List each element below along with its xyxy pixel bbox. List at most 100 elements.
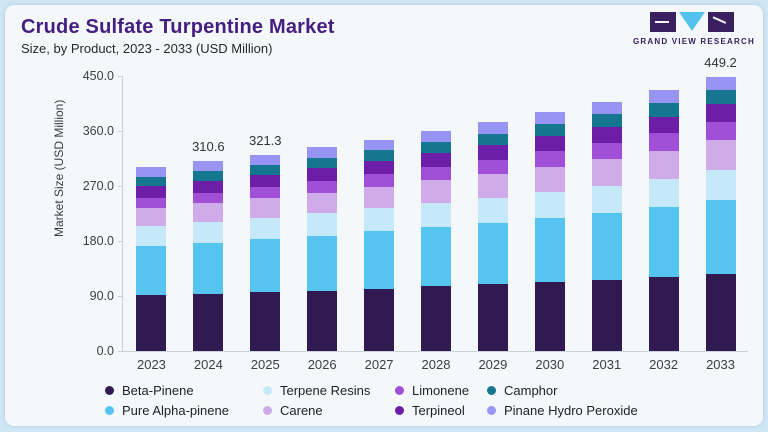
bar-segment-pure-alpha-pinene-2029	[477, 222, 508, 285]
x-tick-label-2027: 2027	[364, 357, 394, 372]
bar-segment-camphor-2027	[364, 150, 395, 161]
chart-legend: Beta-Pinene Pure Alpha-pinene Terpene Resi…	[105, 383, 657, 418]
bar-segment-carene-2026	[307, 192, 338, 214]
bar-segment-camphor-2023	[136, 176, 167, 187]
y-axis-tick: 360.0	[83, 124, 123, 138]
x-tick-label-2031: 2031	[592, 357, 622, 372]
y-axis-tick: 270.0	[83, 179, 123, 193]
bar-segment-beta-pinene-2028	[421, 286, 451, 351]
plot-area: 450.0 360.0 270.0 180.0 90.0 0.0 2023 2024 310.6…	[83, 55, 748, 372]
y-tick-label: 270.0	[82, 179, 114, 193]
bar-segment-terpineol-2029	[477, 145, 508, 160]
bar-segment-beta-pinene-2026	[307, 290, 338, 351]
bar-segment-carene-2024	[193, 203, 224, 222]
legend-label: Pure Alpha-pinene	[122, 403, 229, 418]
logo-triangle-icon	[679, 12, 705, 31]
bar-segment-terpineol-2027	[364, 160, 395, 175]
brand-logo-icon	[633, 12, 751, 34]
bar-segment-beta-pinene-2023	[136, 295, 167, 351]
legend-swatch-icon	[263, 406, 272, 415]
legend-item-carene: Carene	[263, 403, 395, 418]
bar-segment-camphor-2031	[591, 114, 622, 127]
legend-label: Limonene	[412, 383, 470, 398]
legend-item-beta-pinene: Beta-Pinene	[105, 383, 263, 398]
bar-segment-terpineol-2023	[136, 186, 167, 198]
bar-segment-terpene-resins-2025	[250, 217, 281, 240]
bar-segment-camphor-2030	[534, 124, 565, 137]
legend-column: Camphor Pinane Hydro Peroxide	[487, 383, 657, 418]
bar-segment-pinane-hydro-peroxide-2033	[705, 76, 736, 91]
bar-segment-limonene-2031	[591, 142, 622, 159]
legend-column: Limonene Terpineol	[395, 383, 487, 418]
x-tick-label-2024: 2024	[193, 357, 223, 372]
legend-label: Camphor	[504, 383, 558, 398]
legend-swatch-icon	[487, 406, 496, 415]
bar-segment-terpene-resins-2031	[591, 185, 622, 213]
bar-segment-pure-alpha-pinene-2023	[136, 245, 167, 296]
bar-segment-limonene-2026	[307, 180, 338, 193]
bar-segment-limonene-2028	[421, 167, 451, 181]
bar-segment-beta-pinene-2024	[193, 293, 224, 351]
legend-item-terpene-resins: Terpene Resins	[263, 383, 395, 398]
bar-segment-pinane-hydro-peroxide-2028	[421, 131, 451, 143]
y-tick-label: 180.0	[82, 234, 114, 248]
logo-left-block	[650, 12, 676, 32]
y-axis-tick: 450.0	[83, 69, 123, 83]
bar-segment-terpineol-2025	[250, 174, 281, 188]
bar-segment-pinane-hydro-peroxide-2023	[136, 167, 167, 177]
legend-item-limonene: Limonene	[395, 383, 487, 398]
y-axis-tick: 180.0	[83, 234, 123, 248]
bar-segment-pure-alpha-pinene-2026	[307, 235, 338, 291]
page-title: Crude Sulfate Turpentine Market	[21, 16, 335, 38]
x-tick-label-2023: 2023	[136, 357, 166, 372]
y-tick-label: 90.0	[89, 289, 114, 303]
bar-segment-terpene-resins-2028	[421, 203, 451, 228]
bar-segment-terpene-resins-2026	[307, 213, 338, 236]
legend-label: Terpene Resins	[280, 383, 371, 398]
legend-item-pure-alpha-pinene: Pure Alpha-pinene	[105, 403, 263, 418]
bar-segment-pinane-hydro-peroxide-2026	[307, 147, 338, 158]
bar-segment-pinane-hydro-peroxide-2032	[648, 89, 679, 104]
bar-segment-camphor-2028	[421, 142, 451, 154]
x-tick-label-2029: 2029	[478, 357, 508, 372]
bar-segment-terpineol-2031	[591, 126, 622, 143]
bar-segment-terpineol-2026	[307, 168, 338, 181]
bar-segment-terpineol-2024	[193, 180, 224, 193]
y-axis-tick: 0.0	[97, 344, 123, 358]
bar-segment-pure-alpha-pinene-2030	[534, 217, 565, 282]
bar-segment-limonene-2027	[364, 174, 395, 187]
legend-label: Beta-Pinene	[122, 383, 194, 398]
bar-segment-terpineol-2028	[421, 153, 451, 168]
bar-segment-limonene-2023	[136, 197, 167, 208]
legend-column: Terpene Resins Carene	[263, 383, 395, 418]
x-tick-label-2030: 2030	[535, 357, 565, 372]
bar-segment-pure-alpha-pinene-2031	[591, 212, 622, 280]
bar-segment-pinane-hydro-peroxide-2031	[591, 101, 622, 115]
x-tick-label-2028: 2028	[421, 357, 451, 372]
bar-segment-carene-2023	[136, 207, 167, 226]
bar-segment-limonene-2024	[193, 192, 224, 204]
legend-column: Beta-Pinene Pure Alpha-pinene	[105, 383, 263, 418]
bar-segment-terpene-resins-2032	[648, 178, 679, 208]
bar-segment-camphor-2032	[648, 103, 679, 117]
legend-swatch-icon	[395, 406, 404, 415]
legend-item-terpineol: Terpineol	[395, 403, 487, 418]
bar-segment-carene-2032	[648, 150, 679, 179]
bar-segment-limonene-2030	[534, 151, 565, 167]
x-tick-label-2033: 2033	[706, 357, 735, 372]
bar-total-label-2033: 449.2	[704, 54, 737, 70]
bar-segment-pure-alpha-pinene-2028	[421, 227, 451, 287]
bar-segment-pinane-hydro-peroxide-2024	[193, 161, 224, 171]
y-axis-tick: 90.0	[90, 289, 123, 303]
bar-segment-carene-2029	[477, 173, 508, 198]
x-tick-label-2025: 2025	[250, 357, 280, 372]
bar-segment-limonene-2029	[477, 159, 508, 174]
bar-segment-pinane-hydro-peroxide-2027	[364, 139, 395, 151]
legend-item-camphor: Camphor	[487, 383, 657, 398]
bar-segment-beta-pinene-2029	[477, 284, 508, 351]
bar-segment-pure-alpha-pinene-2025	[250, 239, 281, 293]
bar-segment-terpene-resins-2029	[477, 197, 508, 223]
bar-segment-pure-alpha-pinene-2024	[193, 242, 224, 294]
logo-right-block	[708, 12, 734, 32]
bar-segment-terpineol-2032	[648, 116, 679, 134]
